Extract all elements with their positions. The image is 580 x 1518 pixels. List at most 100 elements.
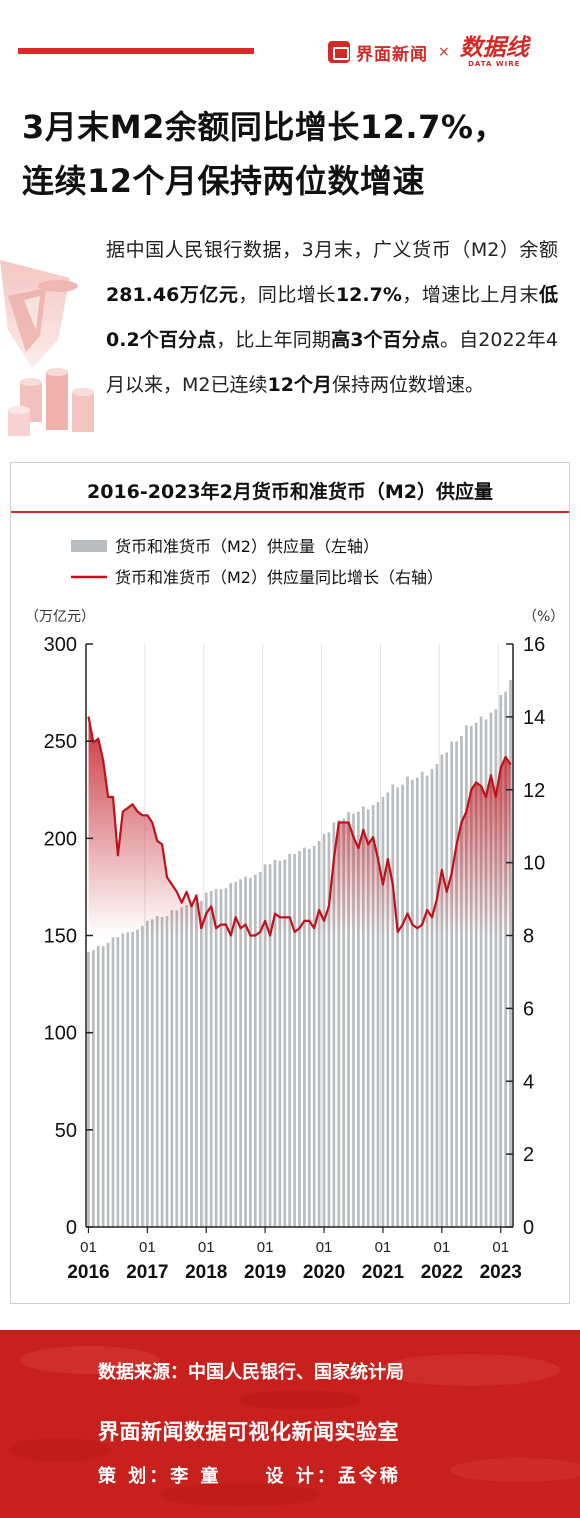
m2-yoy-point [406, 913, 409, 915]
m2-yoy-point [313, 927, 315, 929]
m2-bar [165, 915, 169, 1227]
x-tick-month-label: 01 [80, 1239, 97, 1256]
m2-bar [322, 833, 326, 1227]
legend-line-label: 货币和准货币（M2）供应量同比增长（右轴） [115, 568, 443, 587]
data-wire-logo: 数据线 DATA WIRE [460, 36, 529, 68]
m2-yoy-point [87, 716, 90, 718]
data-wire-logo-en: DATA WIRE [468, 60, 521, 68]
m2-bar [214, 889, 218, 1227]
m2-yoy-point [397, 931, 399, 933]
m2-yoy-point [441, 869, 443, 871]
chart-panel: 2016-2023年2月货币和准货币（M2）供应量 货币和准货币（M2）供应量（… [10, 462, 570, 1304]
m2-yoy-point [362, 829, 364, 831]
m2-yoy-point [475, 781, 477, 784]
lede-text: 据中国人民银行数据，3月末，广义货币（M2）余额 [106, 239, 558, 261]
x-tick-year-label: 2018 [185, 1262, 227, 1283]
m2-bar [357, 811, 360, 1227]
m2-yoy-point [141, 814, 144, 816]
m2-bar [307, 848, 311, 1227]
m2-bar [219, 889, 223, 1227]
planner-credit: 策 划：李 童 [98, 1466, 222, 1487]
right-axis-unit: （%） [523, 609, 564, 625]
m2-yoy-point [289, 916, 291, 918]
m2-bar [116, 937, 120, 1227]
m2-yoy-point [470, 789, 472, 791]
m2-bar [263, 864, 267, 1227]
lab-credit: 界面新闻数据可视化新闻实验室 [98, 1420, 399, 1444]
m2-yoy-point [230, 934, 232, 937]
right-tick-label: 12 [523, 780, 545, 802]
m2-yoy-point [269, 934, 271, 937]
m2-yoy-point [254, 934, 256, 937]
right-tick-label: 0 [523, 1217, 534, 1239]
m2-bar [209, 890, 213, 1227]
lede-highlight: 高3个百分点 [331, 329, 441, 351]
m2-bar [479, 716, 483, 1227]
m2-bar [92, 950, 95, 1227]
left-axis-unit: （万亿元） [25, 609, 95, 625]
m2-bar [204, 892, 208, 1227]
m2-bar [126, 932, 130, 1227]
m2-bar [317, 841, 321, 1227]
m2-yoy-point [460, 821, 463, 824]
m2-yoy-point [244, 923, 247, 926]
left-tick-label: 250 [44, 731, 77, 753]
m2-yoy-point [495, 796, 497, 798]
m2-yoy-point [318, 909, 320, 911]
m2-bar [465, 725, 468, 1227]
m2-bar [253, 874, 257, 1227]
m2-bar [224, 888, 228, 1227]
legend-bar-swatch [71, 540, 107, 552]
x-tick-year-label: 2019 [244, 1262, 286, 1283]
m2-yoy-point [156, 840, 158, 842]
left-tick-label: 100 [44, 1023, 77, 1045]
m2-yoy-point [274, 913, 276, 915]
m2-yoy-point [240, 927, 242, 929]
x-tick-year-label: 2016 [67, 1262, 109, 1283]
m2-yoy-point [352, 836, 355, 838]
footer-coin-texture [10, 1346, 580, 1507]
lede-highlight: 12.7% [335, 284, 402, 306]
headline-line-2: 连续12个月保持两位数增速 [22, 162, 426, 200]
m2-bar [342, 818, 346, 1227]
m2-bar [258, 871, 262, 1227]
m2-bar [195, 902, 198, 1227]
m2-yoy-point [210, 905, 212, 907]
m2-yoy-point [97, 738, 99, 740]
m2-bar [327, 832, 331, 1227]
m2-bar [406, 776, 409, 1227]
m2-yoy-point [372, 836, 374, 838]
m2-yoy-point [328, 905, 330, 907]
headline: 3月末M2余额同比增长12.7%， 连续12个月保持两位数增速 [22, 100, 572, 208]
m2-yoy-point [392, 883, 394, 886]
m2-yoy-point [293, 931, 296, 933]
m2-bar [445, 752, 449, 1227]
x-tick-year-label: 2022 [421, 1262, 463, 1283]
m2-bar [312, 845, 316, 1227]
m2-bar [131, 931, 134, 1227]
m2-yoy-point [122, 811, 124, 813]
m2-bar [273, 859, 277, 1227]
m2-bar [337, 820, 341, 1227]
m2-yoy-area [88, 716, 511, 936]
m2-bar [440, 754, 444, 1227]
left-tick-label: 0 [66, 1217, 77, 1239]
m2-yoy-point [171, 883, 173, 886]
x-tick-month-label: 01 [198, 1239, 215, 1256]
m2-yoy-point [117, 854, 119, 856]
brand-header: 界面新闻 × 数据线 DATA WIRE [328, 36, 529, 68]
m2-yoy-point [323, 920, 325, 922]
m2-bar [87, 951, 90, 1227]
m2-bar [474, 722, 478, 1227]
m2-yoy-point [264, 920, 266, 922]
m2-yoy-point [343, 821, 345, 824]
m2-bar [371, 804, 375, 1227]
right-tick-label: 8 [523, 926, 534, 948]
m2-yoy-point [102, 760, 104, 762]
m2-yoy-point [333, 858, 335, 860]
m2-bar [244, 876, 247, 1227]
m2-bar [136, 929, 139, 1227]
m2-bar [450, 741, 453, 1227]
right-tick-label: 2 [523, 1144, 534, 1166]
m2-bar [106, 942, 110, 1227]
